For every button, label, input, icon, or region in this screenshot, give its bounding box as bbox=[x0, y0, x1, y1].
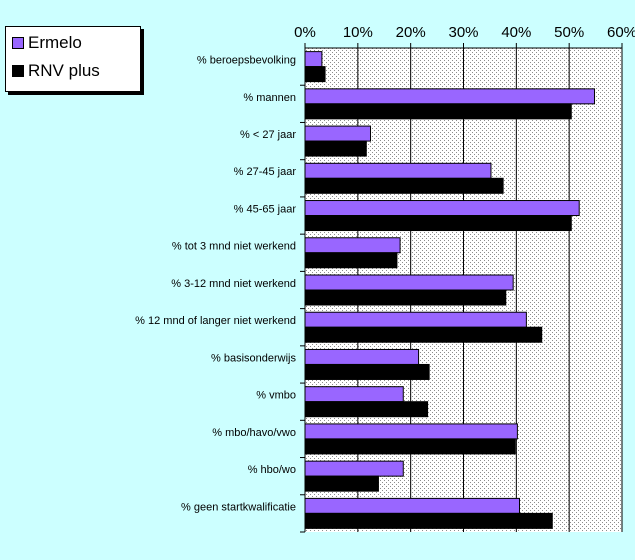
bar-ermelo bbox=[304, 200, 580, 217]
bar-ermelo bbox=[304, 237, 401, 254]
bar-ermelo bbox=[304, 51, 323, 68]
x-tick-label: 40% bbox=[501, 24, 531, 41]
bar-rnv-plus bbox=[304, 215, 572, 232]
category-label: % 45-65 jaar bbox=[234, 203, 297, 215]
bar-rnv-plus bbox=[304, 438, 516, 455]
category-label: % mbo/havo/vwo bbox=[212, 427, 296, 439]
legend-swatch-rnv-plus bbox=[12, 65, 24, 77]
bar-rnv-plus bbox=[304, 326, 543, 343]
x-tick-label: 50% bbox=[554, 24, 584, 41]
bar-ermelo bbox=[304, 348, 420, 365]
bar-rnv-plus bbox=[304, 512, 553, 529]
bar-rnv-plus bbox=[304, 66, 326, 83]
category-label: % 27-45 jaar bbox=[234, 166, 297, 178]
bar-ermelo bbox=[304, 460, 404, 477]
bar-ermelo bbox=[304, 274, 514, 291]
category-label: % tot 3 mnd niet werkend bbox=[172, 241, 296, 253]
bar-ermelo bbox=[304, 125, 372, 142]
legend: Ermelo RNV plus bbox=[5, 26, 141, 92]
legend-swatch-ermelo bbox=[12, 37, 24, 49]
category-label: % < 27 jaar bbox=[240, 129, 296, 141]
bar-rnv-plus bbox=[304, 401, 429, 418]
category-label: % beroepsbevolking bbox=[197, 55, 296, 67]
category-label: % hbo/wo bbox=[248, 464, 296, 476]
legend-entry-ermelo: Ermelo bbox=[12, 33, 82, 53]
category-label: % geen startkwalificatie bbox=[181, 501, 296, 513]
bar-ermelo bbox=[304, 497, 521, 514]
category-label: % 3-12 mnd niet werkend bbox=[171, 278, 296, 290]
bar-ermelo bbox=[304, 311, 527, 328]
bar-ermelo bbox=[304, 386, 404, 403]
bar-ermelo bbox=[304, 88, 596, 105]
category-label: % vmbo bbox=[256, 390, 296, 402]
x-tick-label: 0% bbox=[294, 24, 316, 41]
bar-rnv-plus bbox=[304, 103, 572, 120]
bar-ermelo bbox=[304, 423, 518, 440]
bar-rnv-plus bbox=[304, 475, 379, 492]
x-tick-label: 30% bbox=[448, 24, 478, 41]
bar-rnv-plus bbox=[304, 363, 430, 380]
category-label: % mannen bbox=[243, 92, 296, 104]
x-tick-label: 10% bbox=[343, 24, 373, 41]
legend-entry-rnv-plus: RNV plus bbox=[12, 61, 100, 81]
category-label: % 12 mnd of langer niet werkend bbox=[135, 315, 296, 327]
x-tick-label: 60% bbox=[607, 24, 635, 41]
bar-rnv-plus bbox=[304, 177, 504, 194]
legend-label-rnv-plus: RNV plus bbox=[28, 61, 100, 80]
category-label: % basisonderwijs bbox=[211, 352, 296, 364]
legend-label-ermelo: Ermelo bbox=[28, 33, 82, 52]
bar-rnv-plus bbox=[304, 140, 367, 157]
bar-rnv-plus bbox=[304, 252, 398, 269]
bar-ermelo bbox=[304, 162, 492, 179]
x-tick-label: 20% bbox=[396, 24, 426, 41]
bar-rnv-plus bbox=[304, 289, 507, 306]
